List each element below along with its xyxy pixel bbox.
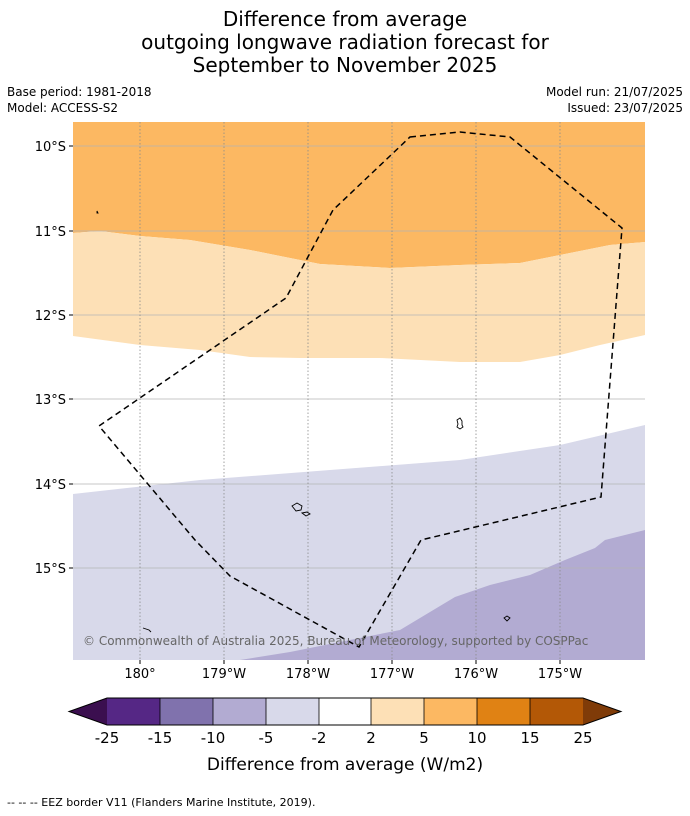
colorbar-tick-label: -5 — [259, 729, 274, 747]
island-futuna — [291, 502, 303, 512]
colorbar-bin — [424, 698, 477, 725]
model-text: Model: ACCESS-S2 — [7, 101, 119, 115]
colorbar-extend-low — [69, 698, 107, 725]
latitude-labels: 10°S 11°S 12°S 13°S 14°S 15°S — [35, 140, 66, 577]
lon-label: 180° — [124, 667, 155, 682]
anomaly-region-minus10-to-minus5 — [240, 530, 645, 660]
meta-right: Model run: 21/07/2025 Issued: 23/07/2025 — [546, 84, 683, 116]
longitude-ticks — [139, 660, 561, 664]
colorbar-bin — [160, 698, 213, 725]
lat-label: 14°S — [35, 478, 66, 493]
title-line-3: September to November 2025 — [192, 53, 498, 77]
colorbar-tick-label: 5 — [419, 729, 429, 747]
colorbar-bin — [371, 698, 424, 725]
lat-label: 13°S — [35, 393, 66, 408]
colorbar: -25 -15 -10 -5 -2 2 5 10 15 25 Differenc… — [67, 697, 623, 775]
colorbar-bin — [319, 698, 371, 725]
lat-label: 15°S — [35, 562, 66, 577]
copyright-text: © Commonwealth of Australia 2025, Bureau… — [83, 634, 588, 648]
colorbar-tick-label: 2 — [366, 729, 376, 747]
island-alofi — [300, 511, 311, 517]
latitude-gridlines — [73, 145, 645, 569]
map-and-colorbar: © Commonwealth of Australia 2025, Bureau… — [35, 122, 645, 775]
longitude-gridlines — [139, 122, 561, 660]
colorbar-bin — [266, 698, 319, 725]
colorbar-tick-label: -10 — [201, 729, 226, 747]
meta-left: Base period: 1981-2018 Model: ACCESS-S2 — [7, 84, 152, 116]
colorbar-label: Difference from average (W/m2) — [207, 755, 483, 775]
colorbar-tick-label: 25 — [573, 729, 592, 747]
colorbar-bin — [477, 698, 530, 725]
lon-label: 175°W — [538, 667, 582, 682]
island-south-west — [142, 627, 152, 633]
colorbar-tick-labels: -25 -15 -10 -5 -2 2 5 10 15 25 — [95, 729, 593, 747]
colorbar-outline — [67, 697, 623, 726]
lon-label: 179°W — [202, 667, 246, 682]
title-line-1: Difference from average — [222, 7, 468, 31]
longitude-labels: 180° 179°W 178°W 177°W 176°W 175°W — [124, 667, 582, 682]
colorbar-tick-label: 10 — [467, 729, 486, 747]
colorbar-tick-label: -15 — [148, 729, 173, 747]
lat-label: 10°S — [35, 140, 66, 155]
title-line-2: outgoing longwave radiation forecast for — [141, 30, 549, 54]
colorbar-tick-label: 15 — [520, 729, 539, 747]
colorbar-bin — [213, 698, 266, 725]
island-uvea — [456, 417, 464, 430]
eez-footnote: -- -- -- EEZ border V11 (Flanders Marine… — [7, 796, 316, 809]
lon-label: 177°W — [370, 667, 414, 682]
colorbar-bin — [107, 698, 160, 725]
latitude-ticks — [69, 145, 73, 569]
colorbar-extend-high — [583, 698, 621, 725]
lon-label: 176°W — [454, 667, 498, 682]
lat-label: 11°S — [35, 225, 66, 240]
island-south-east — [503, 615, 511, 622]
model-run-text: Model run: 21/07/2025 — [545, 85, 683, 99]
colorbar-bin — [530, 698, 583, 725]
map-panel: © Commonwealth of Australia 2025, Bureau… — [73, 122, 645, 660]
eez-border-line — [97, 131, 623, 649]
colorbar-tick-label: -25 — [95, 729, 120, 747]
lon-label: 178°W — [286, 667, 330, 682]
anomaly-region-5-to-10 — [73, 122, 645, 268]
island-small-north — [96, 210, 99, 214]
issued-text: Issued: 23/07/2025 — [567, 101, 683, 115]
islands — [96, 210, 511, 633]
anomaly-region-2-to-5 — [73, 231, 645, 362]
chart-title: Difference from average outgoing longwav… — [0, 8, 690, 77]
lat-label: 12°S — [35, 309, 66, 324]
colorbar-tick-label: -2 — [312, 729, 327, 747]
colorbar-dividers — [159, 698, 531, 725]
base-period-text: Base period: 1981-2018 — [7, 85, 152, 99]
